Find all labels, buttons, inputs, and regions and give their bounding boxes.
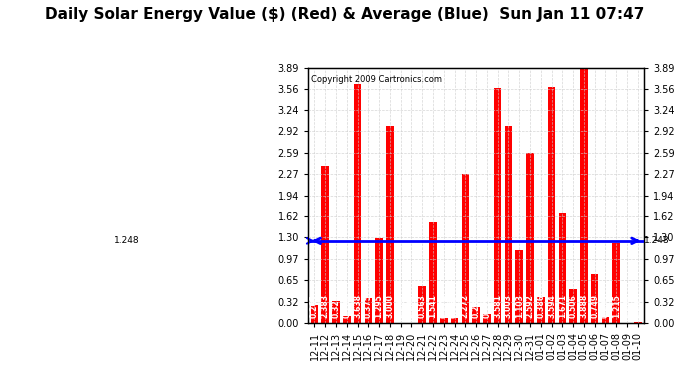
Text: 0.000: 0.000 (407, 294, 416, 318)
Text: 0.074: 0.074 (440, 294, 449, 318)
Bar (483, 315, 491, 322)
Text: 2.272: 2.272 (461, 294, 470, 318)
Bar (526, 153, 534, 322)
Text: 0.124: 0.124 (482, 294, 491, 318)
Text: 3.003: 3.003 (504, 294, 513, 318)
Text: 2.592: 2.592 (526, 294, 535, 318)
Text: 0.326: 0.326 (331, 294, 341, 318)
Text: Copyright 2009 Cartronics.com: Copyright 2009 Cartronics.com (311, 75, 442, 84)
Bar (613, 243, 620, 322)
Bar (375, 238, 383, 322)
Text: 1.103: 1.103 (515, 294, 524, 318)
Text: 3.000: 3.000 (386, 294, 395, 318)
Bar (462, 174, 469, 322)
Text: 0.063: 0.063 (450, 294, 459, 318)
Text: 0.506: 0.506 (569, 294, 578, 318)
Bar (386, 126, 394, 322)
Text: 3.638: 3.638 (353, 294, 362, 318)
Bar (310, 305, 318, 322)
Bar (558, 213, 566, 322)
Text: 0.000: 0.000 (622, 294, 631, 318)
Text: 0.749: 0.749 (590, 294, 599, 318)
Bar (548, 87, 555, 322)
Bar (322, 166, 329, 322)
Bar (440, 318, 448, 322)
Text: 1.671: 1.671 (558, 294, 566, 318)
Text: 0.003: 0.003 (633, 294, 642, 318)
Text: 3.594: 3.594 (547, 294, 556, 318)
Text: 0.375: 0.375 (364, 294, 373, 318)
Bar (537, 297, 544, 322)
Bar (343, 315, 351, 322)
Text: 0.238: 0.238 (471, 294, 481, 318)
Text: 1.248: 1.248 (115, 236, 140, 245)
Text: 1.215: 1.215 (612, 294, 621, 318)
Text: 1.295: 1.295 (375, 294, 384, 318)
Bar (354, 84, 362, 322)
Bar (418, 286, 426, 322)
Text: 0.265: 0.265 (310, 294, 319, 318)
Text: 2.383: 2.383 (321, 294, 330, 318)
Text: 0.000: 0.000 (396, 294, 405, 318)
Bar (333, 301, 339, 322)
Bar (473, 307, 480, 322)
Text: 0.386: 0.386 (536, 294, 545, 318)
Bar (602, 316, 609, 322)
Text: 3.581: 3.581 (493, 294, 502, 318)
Text: 1.541: 1.541 (428, 294, 437, 318)
Bar (364, 298, 372, 322)
Bar (591, 273, 598, 322)
Text: 0.108: 0.108 (342, 294, 351, 318)
Text: 0.093: 0.093 (601, 294, 610, 318)
Bar (569, 290, 577, 322)
Text: 3.888: 3.888 (580, 293, 589, 318)
Bar (515, 251, 523, 322)
Bar (580, 68, 588, 322)
Bar (494, 88, 502, 322)
Bar (451, 318, 458, 322)
Text: Daily Solar Energy Value ($) (Red) & Average (Blue)  Sun Jan 11 07:47: Daily Solar Energy Value ($) (Red) & Ave… (46, 8, 644, 22)
Text: 1.248: 1.248 (644, 236, 670, 245)
Bar (504, 126, 512, 322)
Text: 0.563: 0.563 (417, 294, 426, 318)
Bar (429, 222, 437, 322)
